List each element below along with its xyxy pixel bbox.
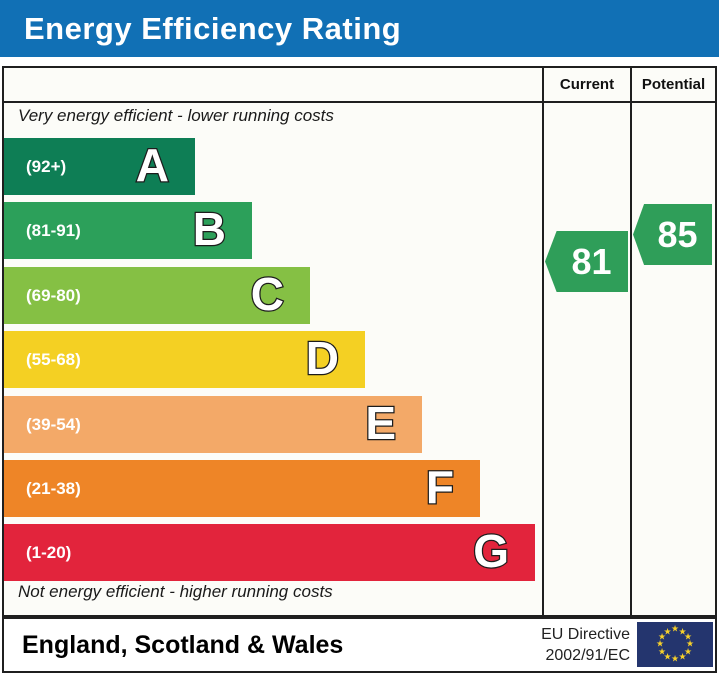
eu-directive-label: EU Directive 2002/91/EC bbox=[524, 624, 630, 666]
current-rating-arrow: 81 bbox=[545, 231, 628, 292]
band-d-range: (55-68) bbox=[26, 349, 81, 369]
band-d-letter: D bbox=[305, 331, 341, 384]
potential-column-header: Potential bbox=[641, 76, 706, 93]
column-divider-potential bbox=[630, 68, 632, 615]
band-a-range: (92+) bbox=[26, 156, 67, 176]
band-f-range: (21-38) bbox=[26, 478, 81, 498]
band-b: (81-91) B bbox=[4, 202, 252, 259]
rating-table: Current Potential Very energy efficient … bbox=[2, 66, 717, 617]
band-g-letter: G bbox=[472, 524, 510, 577]
region-label: England, Scotland & Wales bbox=[22, 630, 344, 659]
band-a: (92+) A bbox=[4, 138, 195, 195]
band-b-range: (81-91) bbox=[26, 220, 81, 240]
eu-flag-icon: ★ ★ ★ ★ ★ ★ ★ ★ ★ ★ ★ ★ bbox=[637, 622, 713, 667]
column-divider-current bbox=[542, 68, 544, 615]
top-note: Very energy efficient - lower running co… bbox=[18, 106, 334, 125]
current-column-header: Current bbox=[559, 76, 615, 93]
title-bar: Energy Efficiency Rating bbox=[0, 0, 719, 57]
band-c-letter: C bbox=[250, 267, 286, 320]
band-d: (55-68) D bbox=[4, 331, 365, 388]
band-c-range: (69-80) bbox=[26, 285, 81, 305]
band-f: (21-38) F bbox=[4, 460, 480, 517]
band-b-letter: B bbox=[192, 202, 228, 255]
eu-directive-line1: EU Directive bbox=[541, 626, 630, 643]
band-f-letter: F bbox=[425, 460, 456, 513]
potential-rating-value: 85 bbox=[657, 213, 698, 255]
band-g: (1-20) G bbox=[4, 524, 535, 581]
band-a-letter: A bbox=[135, 138, 171, 191]
potential-rating-arrow: 85 bbox=[633, 204, 712, 265]
current-rating-value: 81 bbox=[571, 240, 612, 282]
footer-bar: England, Scotland & Wales EU Directive 2… bbox=[2, 617, 717, 673]
band-e: (39-54) E bbox=[4, 396, 422, 453]
header-row-divider bbox=[4, 101, 715, 103]
eu-directive-line2: 2002/91/EC bbox=[545, 647, 630, 664]
page-title: Energy Efficiency Rating bbox=[24, 11, 402, 46]
band-c: (69-80) C bbox=[4, 267, 310, 324]
bottom-note: Not energy efficient - higher running co… bbox=[18, 582, 333, 601]
band-e-range: (39-54) bbox=[26, 414, 81, 434]
band-g-range: (1-20) bbox=[26, 542, 72, 562]
band-e-letter: E bbox=[364, 396, 397, 449]
